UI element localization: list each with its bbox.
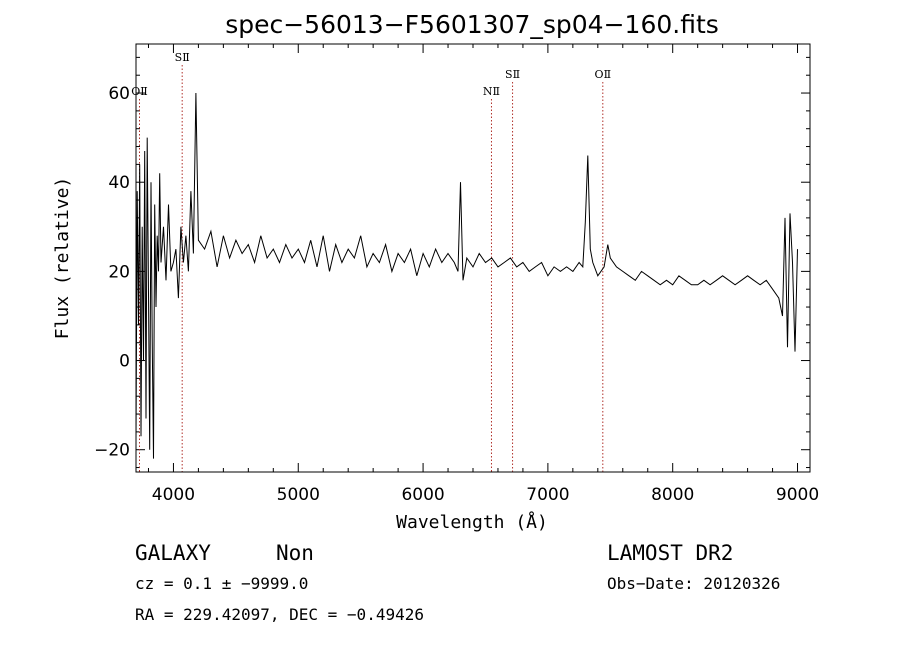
x-tick-label: 4000 bbox=[152, 485, 195, 505]
x-tick-label: 8000 bbox=[651, 485, 694, 505]
x-tick-label: 9000 bbox=[776, 485, 819, 505]
y-axis-label: Flux (relative) bbox=[52, 177, 73, 340]
object-class: GALAXY bbox=[135, 541, 211, 565]
x-tick-label: 7000 bbox=[526, 485, 569, 505]
emission-line-markers: OⅡ SⅡ NⅡ SⅡ OⅡ bbox=[131, 51, 611, 472]
redshift-line: cz = 0.1 ± −9999.0 bbox=[135, 574, 308, 593]
y-tick-label: 0 bbox=[119, 352, 130, 372]
y-tick-label: −20 bbox=[94, 441, 130, 461]
y-tick-label: 60 bbox=[108, 84, 130, 104]
y-tick-label: 20 bbox=[108, 262, 130, 282]
object-subclass: Non bbox=[276, 541, 314, 565]
spectrum-line bbox=[135, 92, 798, 459]
plot-frame bbox=[135, 43, 811, 473]
observation-date: Obs−Date: 20120326 bbox=[607, 574, 780, 593]
emission-line-label: OⅡ bbox=[595, 68, 612, 81]
emission-line-label: OⅡ bbox=[131, 85, 148, 98]
emission-line-label: SⅡ bbox=[505, 68, 520, 81]
axis-ticks: 4000 5000 6000 7000 8000 9000 −20 0 20 40 60 bbox=[94, 44, 819, 505]
emission-line-label: SⅡ bbox=[175, 51, 190, 64]
survey-name: LAMOST DR2 bbox=[607, 541, 733, 565]
x-axis-label: Wavelength (Å) bbox=[396, 511, 548, 533]
emission-line-label: NⅡ bbox=[483, 85, 500, 98]
coordinates-line: RA = 229.42097, DEC = −0.49426 bbox=[135, 605, 424, 624]
y-tick-label: 40 bbox=[108, 173, 130, 193]
x-tick-label: 6000 bbox=[401, 485, 444, 505]
chart-title: spec−56013−F5601307_sp04−160.fits bbox=[225, 10, 719, 39]
x-tick-label: 5000 bbox=[277, 485, 320, 505]
